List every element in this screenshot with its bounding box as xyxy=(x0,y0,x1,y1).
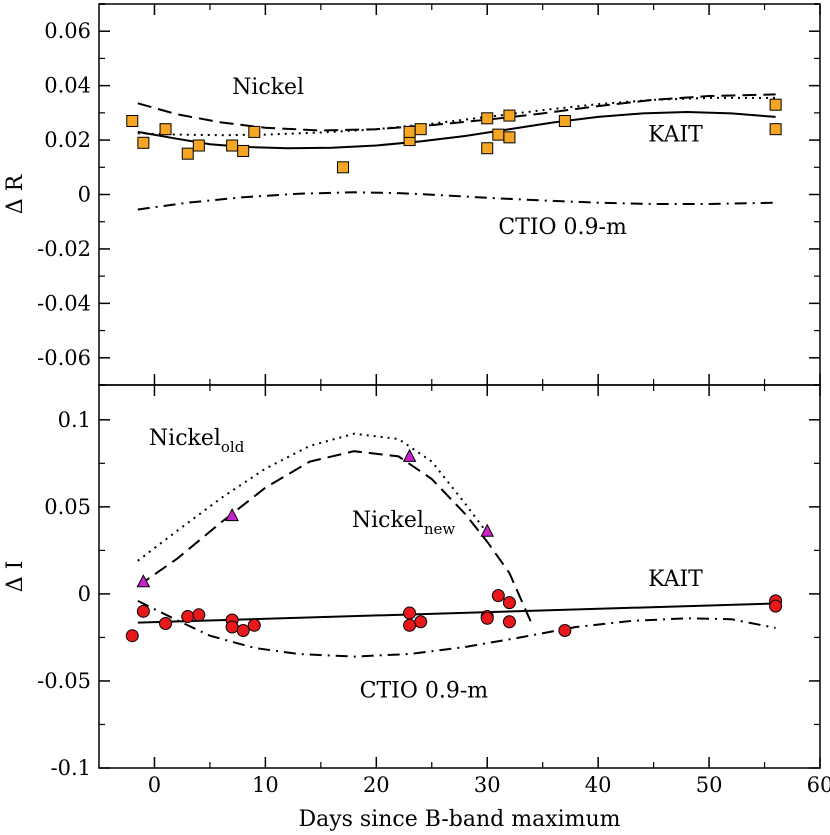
data-point-square xyxy=(248,125,261,138)
panel-delta-i: -0.1 -0.05 0 0.05 0.1 Nickelold Nickelnew KAIT C… xyxy=(37,384,821,780)
data-point-square xyxy=(137,136,150,149)
y-tick-label-r: 0 xyxy=(78,183,91,207)
y-tick-label-r: 0.04 xyxy=(44,74,91,98)
annotation-nickel-old: Nickelold xyxy=(149,426,245,456)
data-point-circle xyxy=(558,623,572,637)
data-point-square xyxy=(769,98,782,111)
data-point-triangle xyxy=(225,507,239,522)
x-tick-label: 20 xyxy=(363,773,390,797)
y-tick-label-r: -0.06 xyxy=(37,346,91,370)
data-point-square xyxy=(492,128,505,141)
data-point-square xyxy=(237,144,250,157)
data-point-square xyxy=(403,125,416,138)
data-point-circle xyxy=(403,618,417,632)
y-tick-label-r: -0.02 xyxy=(37,237,91,261)
data-point-square xyxy=(159,123,172,136)
annotation-ctio-0-9-m: CTIO 0.9-m xyxy=(498,215,627,240)
y-tick-label-r: -0.04 xyxy=(37,291,91,315)
data-point-circle xyxy=(136,604,150,618)
x-tick-label: 60 xyxy=(807,773,830,797)
data-point-circle xyxy=(480,611,494,625)
data-point-circle xyxy=(769,599,783,613)
data-point-square xyxy=(503,131,516,144)
x-axis-title: Days since B-band maximum xyxy=(298,807,620,832)
y-axis-title-delta-i: Δ I xyxy=(3,561,28,593)
y-tick-label-i: -0.1 xyxy=(51,756,92,780)
plot-frame-r xyxy=(98,3,821,386)
data-point-square xyxy=(481,112,494,125)
data-point-circle xyxy=(414,615,428,629)
annotation-nickel-new: Nickelnew xyxy=(352,508,456,538)
data-point-square xyxy=(503,109,516,122)
data-point-square xyxy=(181,147,194,160)
x-tick-label: 40 xyxy=(585,773,612,797)
data-point-square xyxy=(414,123,427,136)
data-point-triangle xyxy=(136,574,151,588)
data-point-circle xyxy=(192,608,206,622)
y-tick-label-i: 0.1 xyxy=(58,408,91,432)
annotation-ctio-0-9-m: CTIO 0.9-m xyxy=(360,678,489,703)
y-axis-title-delta-r: Δ R xyxy=(3,173,28,214)
series-line-ctio-0-9-m-r xyxy=(137,191,776,211)
x-tick-label: 50 xyxy=(696,773,723,797)
data-point-circle xyxy=(181,610,195,624)
y-tick-label-r: 0.06 xyxy=(44,19,91,43)
data-point-circle xyxy=(125,629,139,643)
series-line-ctio-0-9-m-i xyxy=(137,600,776,658)
series-line-nickel-r xyxy=(137,93,776,132)
data-point-square xyxy=(337,161,350,174)
data-point-circle xyxy=(491,589,505,603)
y-tick-label-i: 0.05 xyxy=(44,495,91,519)
data-point-circle xyxy=(247,618,261,632)
data-point-circle xyxy=(159,617,173,631)
series-line-nickel-dotted--r xyxy=(137,96,776,137)
annotation-nickel: Nickel xyxy=(232,75,304,100)
data-point-circle xyxy=(502,596,516,610)
data-point-triangle xyxy=(402,448,417,462)
y-tick-label-i: -0.05 xyxy=(37,669,91,693)
series-line-nickel-old-i xyxy=(137,432,488,562)
data-point-square xyxy=(126,115,139,128)
data-point-circle xyxy=(225,620,239,634)
series-line-kait-i xyxy=(137,602,776,624)
data-point-square xyxy=(558,115,571,128)
annotation-kait: KAIT xyxy=(648,567,703,592)
data-point-triangle xyxy=(480,523,495,537)
data-point-square xyxy=(769,123,782,136)
x-tick-label: 30 xyxy=(474,773,501,797)
data-point-circle xyxy=(502,615,516,629)
y-tick-label-i: 0 xyxy=(78,582,91,606)
panel-delta-r: -0.06 -0.04 -0.02 0 0.02 0.04 0.06 Nickel KAIT CT… xyxy=(37,3,821,386)
annotation-kait: KAIT xyxy=(648,122,703,147)
x-tick-label: 0 xyxy=(148,773,161,797)
data-point-square xyxy=(226,139,239,152)
plot-frame-i xyxy=(98,384,821,769)
data-point-circle xyxy=(403,606,417,620)
x-tick-label: 10 xyxy=(252,773,279,797)
data-point-square xyxy=(192,139,205,152)
series-line-nickel-new-i xyxy=(137,450,533,624)
x-axis: 0 10 20 30 40 50 60 xyxy=(148,773,830,797)
data-point-square xyxy=(481,142,494,155)
y-tick-label-r: 0.02 xyxy=(44,128,91,152)
data-point-circle xyxy=(236,623,250,637)
